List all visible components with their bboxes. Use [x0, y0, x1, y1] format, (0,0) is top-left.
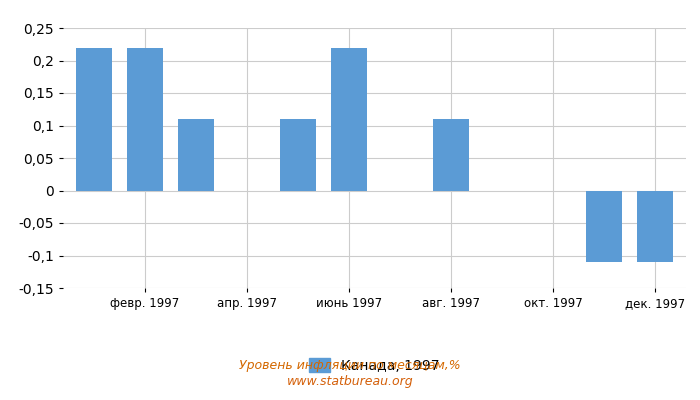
Bar — [331, 48, 367, 190]
Bar — [178, 119, 214, 190]
Bar — [280, 119, 316, 190]
Bar — [127, 48, 162, 190]
Bar — [76, 48, 111, 190]
Legend: Канада, 1997: Канада, 1997 — [304, 352, 445, 378]
Text: Уровень инфляции по месяцам,%: Уровень инфляции по месяцам,% — [239, 360, 461, 372]
Bar — [433, 119, 469, 190]
Bar — [638, 190, 673, 262]
Bar — [587, 190, 622, 262]
Text: www.statbureau.org: www.statbureau.org — [287, 376, 413, 388]
